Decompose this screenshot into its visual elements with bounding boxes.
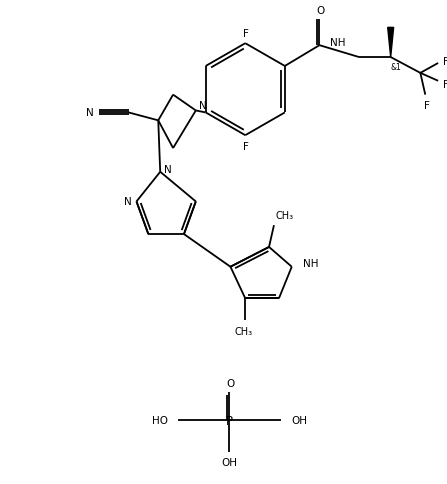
Text: P: P <box>226 414 233 426</box>
Text: F: F <box>243 29 249 39</box>
Text: O: O <box>316 5 325 15</box>
Text: O: O <box>226 378 235 389</box>
Text: &1: &1 <box>390 63 401 72</box>
Text: CH₃: CH₃ <box>234 326 253 336</box>
Text: F: F <box>243 142 249 152</box>
Text: F: F <box>424 100 430 110</box>
Text: N: N <box>164 165 172 174</box>
Text: N: N <box>86 108 94 118</box>
Text: NH: NH <box>303 258 318 268</box>
Text: OH: OH <box>221 456 237 467</box>
Text: HO: HO <box>152 415 168 425</box>
Text: F: F <box>443 79 447 90</box>
Text: F: F <box>443 57 447 67</box>
Polygon shape <box>388 29 394 58</box>
Text: NH: NH <box>329 38 345 48</box>
Text: N: N <box>124 197 131 207</box>
Text: OH: OH <box>292 415 308 425</box>
Text: N: N <box>199 100 207 110</box>
Text: CH₃: CH₃ <box>276 211 294 221</box>
